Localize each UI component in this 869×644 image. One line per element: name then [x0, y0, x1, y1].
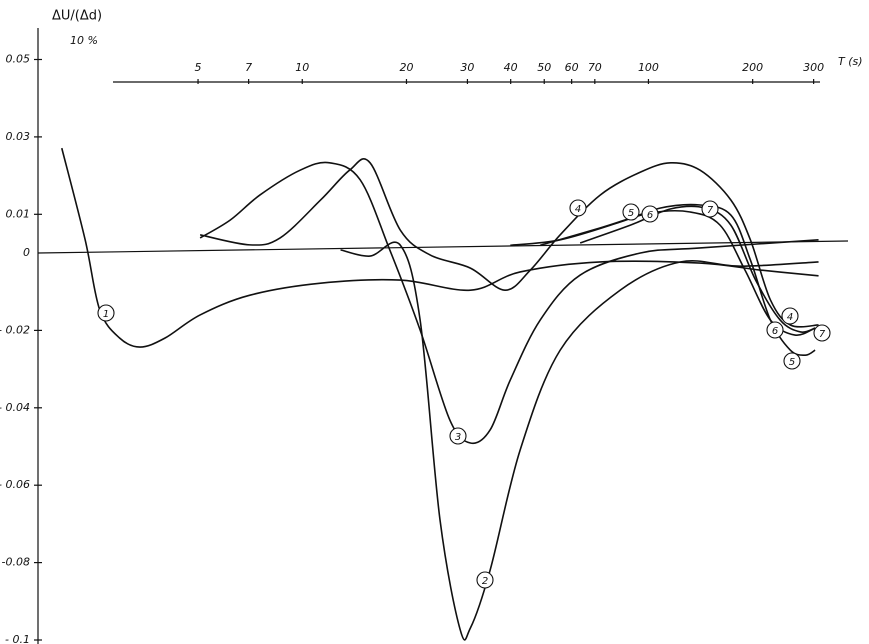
- curve-label: 7: [819, 329, 826, 340]
- y-tick-label: - 0.06: [0, 478, 30, 491]
- curve: [199, 158, 819, 328]
- x-tick-label: 50: [537, 61, 551, 74]
- x-tick-label: 200: [742, 61, 763, 74]
- curve-label: 4: [787, 312, 793, 323]
- y-tick-label: 0.01: [6, 207, 31, 220]
- curve-label-circle: [783, 352, 801, 370]
- x-tick-label: 100: [638, 61, 659, 74]
- curve-label: 6: [647, 210, 653, 221]
- y-tick-label: 0: [23, 246, 30, 259]
- y-axis-title: ΔU/(Δd): [52, 9, 102, 24]
- x-tick-label: 5: [195, 61, 202, 74]
- x-tick-label: 40: [504, 61, 518, 74]
- curve-label: 3: [455, 432, 461, 443]
- curve: [61, 147, 819, 348]
- curve-label: 5: [628, 208, 634, 219]
- curve: [540, 209, 816, 336]
- curve-label: 6: [772, 326, 778, 337]
- y-tick-label: 0.05: [6, 53, 31, 66]
- x-axis-title: T (s): [838, 55, 863, 68]
- curve-label: 4: [575, 204, 581, 215]
- y-tick-label: - 0.04: [0, 401, 30, 414]
- curve-label: 2: [482, 576, 488, 587]
- y-tick-label: -0.08: [2, 556, 30, 569]
- curve-label-circle: [449, 427, 467, 445]
- curve-label-circle: [476, 571, 494, 589]
- curve-label-circle: [766, 321, 784, 339]
- curve: [340, 241, 819, 641]
- y-tick-label: 0.03: [6, 130, 31, 143]
- y-tick-label: - 0.1: [5, 633, 30, 644]
- x-tick-label: 300: [803, 61, 824, 74]
- curve-label: 7: [707, 205, 714, 216]
- curve-label-circle: [701, 200, 719, 218]
- x-tick-label: 30: [460, 61, 474, 74]
- curve-label: 1: [103, 309, 109, 320]
- y-axis-unit: 10 %: [70, 34, 98, 47]
- curve-label-circle: [97, 304, 115, 322]
- curve-label-circle: [813, 324, 831, 342]
- curve-label-circle: [641, 205, 659, 223]
- zero-line: [37, 240, 849, 254]
- x-tick-label: 70: [588, 61, 602, 74]
- y-tick-label: - 0.02: [0, 323, 30, 336]
- curve-label-circle: [781, 307, 799, 325]
- x-tick-label: 20: [399, 61, 413, 74]
- curve-label-circle: [622, 203, 640, 221]
- curve: [199, 161, 819, 445]
- curve: [579, 205, 816, 333]
- x-tick-label: 7: [245, 61, 252, 74]
- curve-label: 5: [789, 357, 795, 368]
- x-tick-label: 60: [565, 61, 579, 74]
- curve-label-circle: [569, 199, 587, 217]
- x-tick-label: 10: [295, 61, 309, 74]
